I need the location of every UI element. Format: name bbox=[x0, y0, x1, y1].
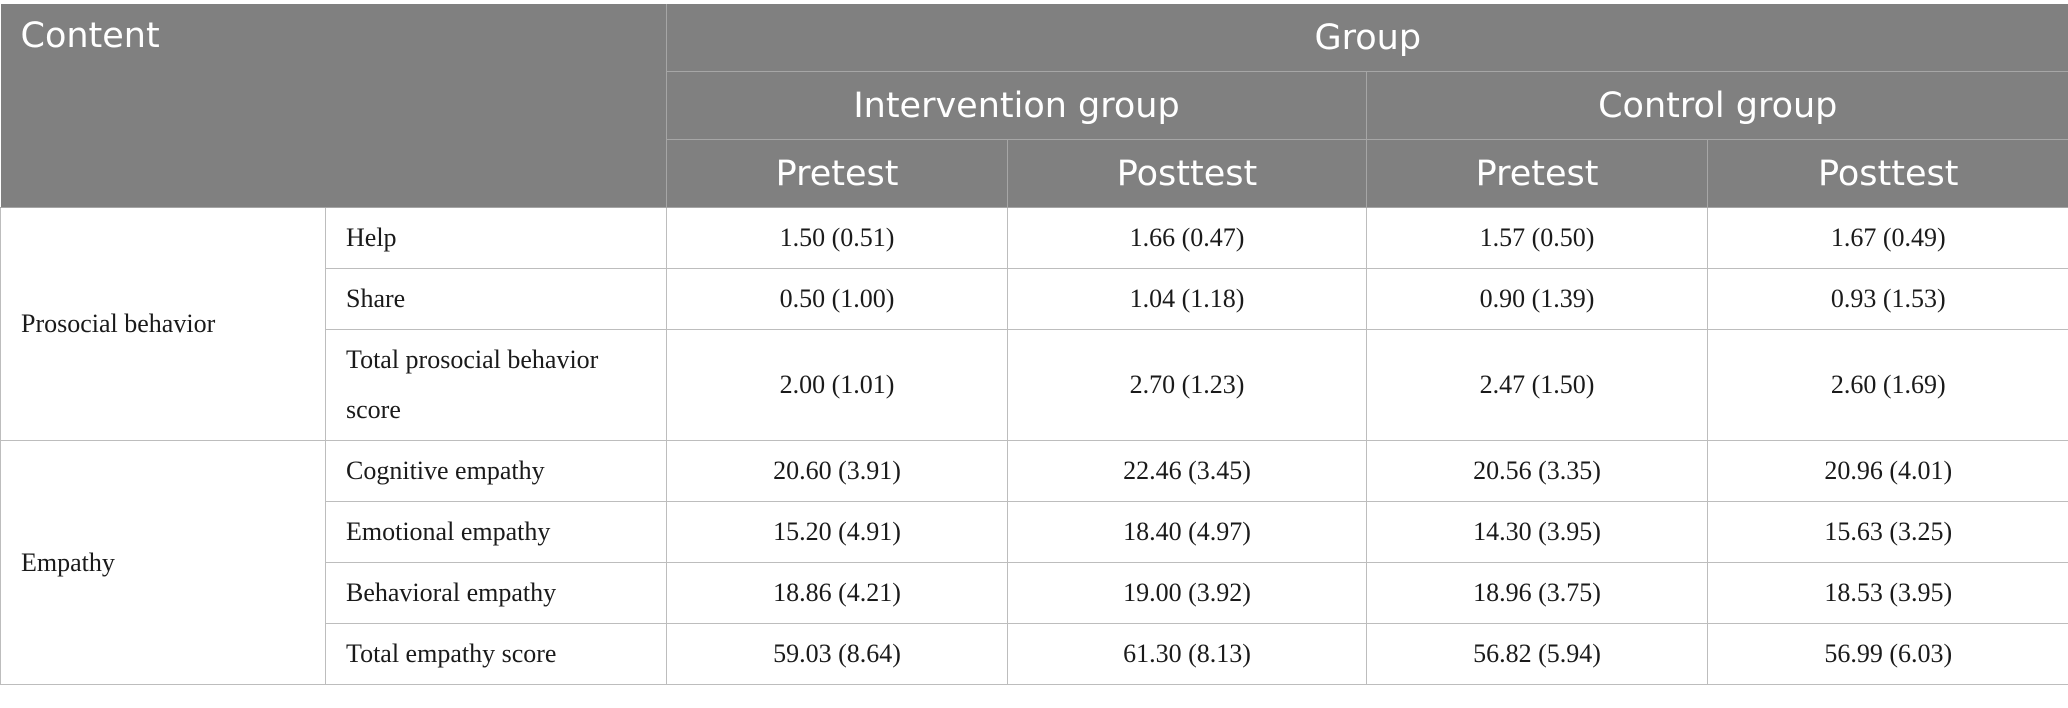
header-control-group: Control group bbox=[1366, 71, 2068, 140]
row-label: Total prosocial behavior score bbox=[324, 329, 668, 441]
cell-value: 18.40 (4.97) bbox=[1007, 501, 1368, 563]
table-header: Content Group Intervention group Control… bbox=[0, 4, 2068, 208]
row-label: Total empathy score bbox=[324, 623, 668, 685]
cell-value: 15.63 (3.25) bbox=[1707, 501, 2068, 563]
cell-value: 18.96 (3.75) bbox=[1366, 562, 1709, 624]
section-label-prosocial: Prosocial behavior bbox=[0, 207, 326, 441]
table-row: Emotional empathy 15.20 (4.91) 18.40 (4.… bbox=[1, 501, 2068, 563]
row-label: Behavioral empathy bbox=[324, 562, 668, 624]
cell-value: 56.99 (6.03) bbox=[1707, 623, 2068, 685]
header-group: Group bbox=[666, 4, 2068, 72]
header-content: Content bbox=[0, 4, 668, 208]
cell-value: 20.56 (3.35) bbox=[1366, 440, 1709, 502]
cell-value: 59.03 (8.64) bbox=[666, 623, 1009, 685]
header-control-pretest: Pretest bbox=[1366, 139, 1709, 208]
cell-value: 61.30 (8.13) bbox=[1007, 623, 1368, 685]
header-intervention-pretest: Pretest bbox=[666, 139, 1009, 208]
row-label: Help bbox=[324, 207, 668, 269]
table-body: Prosocial behavior Help 1.50 (0.51) 1.66… bbox=[0, 207, 2068, 685]
cell-value: 1.50 (0.51) bbox=[666, 207, 1009, 269]
cell-value: 22.46 (3.45) bbox=[1007, 440, 1368, 502]
cell-value: 14.30 (3.95) bbox=[1366, 501, 1709, 563]
header-intervention-posttest: Posttest bbox=[1007, 139, 1368, 208]
cell-value: 20.60 (3.91) bbox=[666, 440, 1009, 502]
table-row: Total prosocial behavior score 2.00 (1.0… bbox=[1, 329, 2068, 441]
table-row: Empathy Cognitive empathy 20.60 (3.91) 2… bbox=[0, 440, 2068, 685]
table-row: Behavioral empathy 18.86 (4.21) 19.00 (3… bbox=[1, 562, 2068, 624]
cell-value: 2.60 (1.69) bbox=[1707, 329, 2068, 441]
results-table: Content Group Intervention group Control… bbox=[0, 4, 2068, 685]
header-intervention-group: Intervention group bbox=[666, 71, 1368, 140]
cell-value: 1.67 (0.49) bbox=[1707, 207, 2068, 269]
cell-value: 19.00 (3.92) bbox=[1007, 562, 1368, 624]
section-label-empathy: Empathy bbox=[0, 440, 326, 685]
cell-value: 2.00 (1.01) bbox=[666, 329, 1009, 441]
row-label: Emotional empathy bbox=[324, 501, 668, 563]
table-row: Prosocial behavior Help 1.50 (0.51) 1.66… bbox=[0, 207, 2068, 441]
cell-value: 1.04 (1.18) bbox=[1007, 268, 1368, 330]
cell-value: 1.57 (0.50) bbox=[1366, 207, 1709, 269]
cell-value: 18.86 (4.21) bbox=[666, 562, 1009, 624]
cell-value: 15.20 (4.91) bbox=[666, 501, 1009, 563]
cell-value: 1.66 (0.47) bbox=[1007, 207, 1368, 269]
cell-value: 2.70 (1.23) bbox=[1007, 329, 1368, 441]
cell-value: 20.96 (4.01) bbox=[1707, 440, 2068, 502]
cell-value: 0.93 (1.53) bbox=[1707, 268, 2068, 330]
cell-value: 0.90 (1.39) bbox=[1366, 268, 1709, 330]
cell-value: 2.47 (1.50) bbox=[1366, 329, 1709, 441]
row-label: Share bbox=[324, 268, 668, 330]
table-row: Total empathy score 59.03 (8.64) 61.30 (… bbox=[1, 623, 2068, 685]
cell-value: 0.50 (1.00) bbox=[666, 268, 1009, 330]
header-control-posttest: Posttest bbox=[1707, 139, 2068, 208]
row-label: Cognitive empathy bbox=[324, 440, 668, 502]
cell-value: 56.82 (5.94) bbox=[1366, 623, 1709, 685]
cell-value: 18.53 (3.95) bbox=[1707, 562, 2068, 624]
